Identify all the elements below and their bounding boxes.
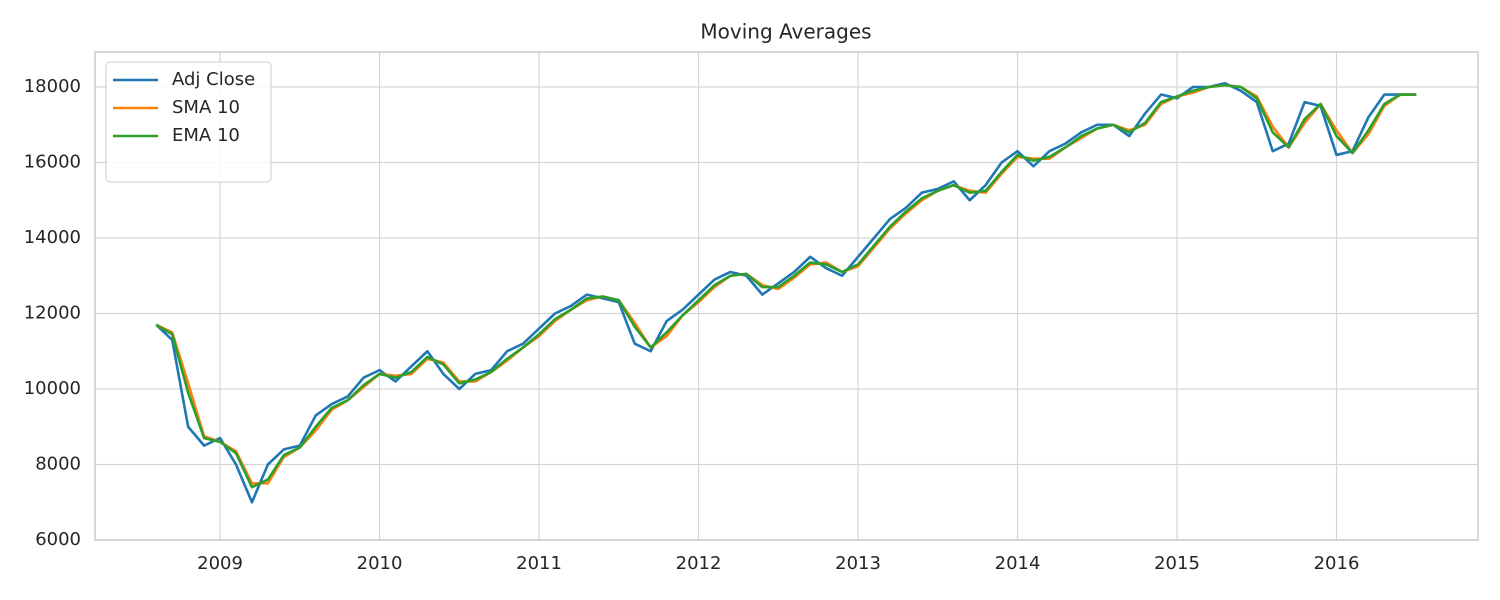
x-tick-label: 2009 <box>197 553 243 574</box>
legend-box <box>105 61 272 183</box>
x-tick-label: 2016 <box>1314 553 1360 574</box>
y-tick-label: 6000 <box>35 529 81 550</box>
x-tick-label: 2014 <box>995 553 1041 574</box>
y-tick-label: 14000 <box>24 227 81 248</box>
x-tick-label: 2012 <box>676 553 722 574</box>
y-tick-label: 18000 <box>24 76 81 97</box>
y-tick-label: 8000 <box>35 453 81 474</box>
x-tick-label: 2011 <box>516 553 562 574</box>
y-tick-label: 12000 <box>24 302 81 323</box>
x-tick-label: 2013 <box>835 553 881 574</box>
y-tick-label: 16000 <box>24 151 81 172</box>
legend-label: SMA 10 <box>172 97 240 118</box>
x-tick-label: 2010 <box>357 553 403 574</box>
plot-lines <box>155 81 1417 504</box>
legend-label: Adj Close <box>172 69 255 90</box>
legend-label: EMA 10 <box>172 125 240 146</box>
series-line <box>155 83 1417 489</box>
plot-frame <box>94 51 1479 541</box>
legend: Adj Close SMA 10 EMA 10 <box>105 61 272 183</box>
chart-title: Moving Averages <box>700 20 871 44</box>
x-tick-label: 2015 <box>1154 553 1200 574</box>
y-tick-label: 10000 <box>24 378 81 399</box>
